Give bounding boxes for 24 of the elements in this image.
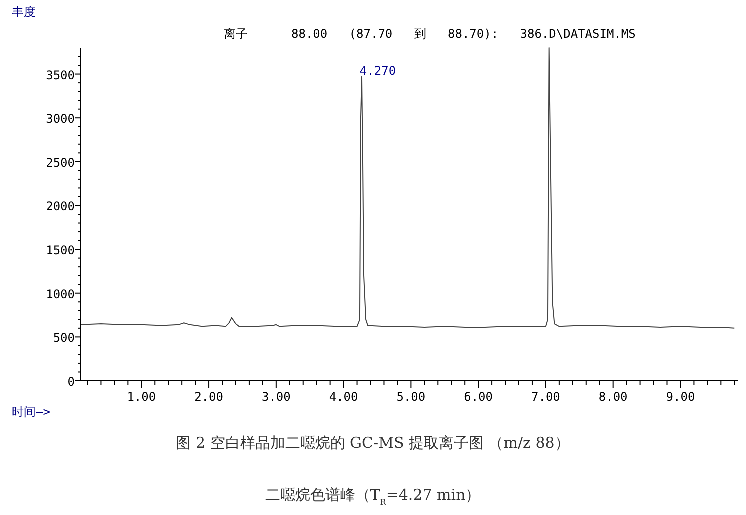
y-tick-label: 2000 (46, 200, 75, 214)
x-tick-label: 5.00 (396, 390, 426, 404)
x-axis-title: 时间—> (12, 405, 50, 419)
y-tick-label: 1000 (46, 287, 75, 302)
y-tick-label: 1500 (46, 244, 75, 258)
line-series (80, 48, 736, 329)
y-axis-title: 丰度 (12, 5, 36, 19)
x-tick-label: 8.00 (598, 390, 628, 404)
y-tick-label: 0 (68, 375, 75, 389)
y-tick-label: 2500 (46, 156, 75, 170)
x-tick-label: 3.00 (262, 390, 291, 404)
annotation: 4.270 (360, 64, 396, 78)
text: 二噁烷色谱峰（T$_{R}$=4.27 min） (265, 486, 481, 506)
caption: 图 2 空白样品加二噁烷的 GC-MS 提取离子图 （m/z 88） (176, 434, 570, 452)
x-tick-label: 7.00 (532, 390, 560, 404)
y-tick-label: 3000 (46, 112, 75, 126)
x-tick-label: 4.00 (329, 390, 358, 404)
y-tick-label: 500 (53, 331, 75, 346)
x-tick-label: 2.00 (194, 390, 224, 404)
x-tick-label: 1.00 (127, 390, 156, 404)
x-tick-label: 9.00 (666, 390, 696, 404)
x-tick-label: 6.00 (464, 390, 494, 404)
y-tick-label: 3500 (46, 68, 75, 82)
chart-title: 离子 88.00 (87.70 到 88.70): 386.D\DATASIM.MS (224, 27, 636, 41)
